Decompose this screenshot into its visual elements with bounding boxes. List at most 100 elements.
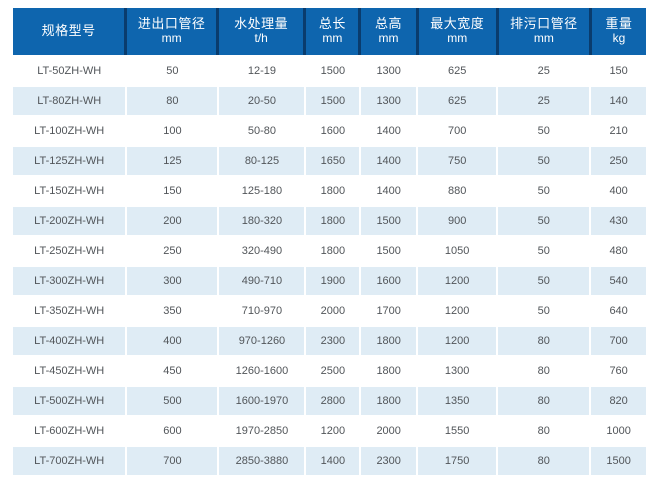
table-cell: 320-490 [219, 237, 305, 265]
table-cell: 80 [498, 357, 590, 385]
column-header: 进出口管径 mm [127, 8, 217, 55]
table-row: LT-80ZH-WH 80 20-50 1500 1300 625 25 140 [13, 87, 646, 115]
table-cell: 50 [498, 117, 590, 145]
column-header-unit: kg [612, 31, 626, 46]
column-header-unit: mm [378, 31, 399, 46]
table-cell: 1200 [306, 417, 360, 445]
model-cell: LT-350ZH-WH [13, 297, 126, 325]
column-header-unit: mm [533, 31, 554, 46]
table-cell: 180-320 [219, 207, 305, 235]
table-cell: 20-50 [219, 87, 305, 115]
column-header-label: 总长 [318, 16, 346, 32]
column-header-unit: mm [161, 31, 182, 46]
table-cell: 1300 [361, 57, 417, 85]
table-cell: 900 [418, 207, 497, 235]
model-cell: LT-100ZH-WH [13, 117, 126, 145]
column-header: 总长 mm [306, 8, 359, 55]
table-cell: 50 [498, 297, 590, 325]
table-cell: 1000 [591, 417, 646, 445]
table-cell: 125-180 [219, 177, 305, 205]
table-cell: 1650 [306, 147, 360, 175]
table-cell: 450 [127, 357, 218, 385]
table-cell: 80 [498, 327, 590, 355]
table-cell: 1800 [361, 327, 417, 355]
column-header-label: 重量 [605, 16, 633, 32]
table-cell: 2800 [306, 387, 360, 415]
table-cell: 2000 [361, 417, 417, 445]
table-cell: 1550 [418, 417, 497, 445]
table-cell: 80 [498, 417, 590, 445]
table-cell: 1500 [361, 237, 417, 265]
table-cell: 150 [127, 177, 218, 205]
table-cell: 350 [127, 297, 218, 325]
table-cell: 2500 [306, 357, 360, 385]
table-cell: 1800 [306, 177, 360, 205]
table-row: LT-700ZH-WH 700 2850-3880 1400 2300 1750 80 150… [13, 447, 646, 475]
table-cell: 625 [418, 57, 497, 85]
table-cell: 200 [127, 207, 218, 235]
table-cell: 700 [127, 447, 218, 475]
table-cell: 1970-2850 [219, 417, 305, 445]
table-cell: 50 [127, 57, 218, 85]
table-cell: 80 [127, 87, 218, 115]
table-cell: 125 [127, 147, 218, 175]
table-cell: 750 [418, 147, 497, 175]
table-cell: 1750 [418, 447, 497, 475]
table-cell: 700 [591, 327, 646, 355]
table-cell: 1300 [361, 87, 417, 115]
table-cell: 150 [591, 57, 646, 85]
table-cell: 480 [591, 237, 646, 265]
column-header-label: 进出口管径 [137, 16, 206, 32]
table-cell: 50 [498, 177, 590, 205]
table-cell: 50-80 [219, 117, 305, 145]
column-header-label: 排污口管径 [510, 16, 578, 32]
model-cell: LT-300ZH-WH [13, 267, 126, 295]
table-cell: 12-19 [219, 57, 305, 85]
table-cell: 250 [127, 237, 218, 265]
column-header: 水处理量 t/h [219, 8, 304, 55]
table-cell: 1260-1600 [219, 357, 305, 385]
column-header: 最大宽度 mm [418, 8, 496, 55]
table-cell: 1900 [306, 267, 360, 295]
table-cell: 1400 [361, 147, 417, 175]
table-cell: 1600 [306, 117, 360, 145]
model-cell: LT-200ZH-WH [13, 207, 126, 235]
table-cell: 2000 [306, 297, 360, 325]
model-cell: LT-500ZH-WH [13, 387, 126, 415]
model-cell: LT-400ZH-WH [13, 327, 126, 355]
column-header: 排污口管径 mm [498, 8, 589, 55]
table-row: LT-150ZH-WH 150 125-180 1800 1400 880 50 400 [13, 177, 646, 205]
table-cell: 1500 [306, 57, 360, 85]
table-cell: 625 [418, 87, 497, 115]
table-cell: 700 [418, 117, 497, 145]
column-header-unit: mm [322, 31, 343, 46]
column-header: 重量 kg [591, 8, 646, 55]
table-cell: 2300 [306, 327, 360, 355]
table-cell: 50 [498, 207, 590, 235]
column-header-unit: mm [447, 31, 468, 46]
table-cell: 1400 [306, 447, 360, 475]
table-cell: 300 [127, 267, 218, 295]
table-cell: 2300 [361, 447, 417, 475]
model-cell: LT-250ZH-WH [13, 237, 126, 265]
table-cell: 430 [591, 207, 646, 235]
table-cell: 710-970 [219, 297, 305, 325]
table-cell: 50 [498, 237, 590, 265]
column-header-label: 水处理量 [234, 16, 289, 32]
table-cell: 25 [498, 87, 590, 115]
table-cell: 1200 [418, 327, 497, 355]
model-cell: LT-450ZH-WH [13, 357, 126, 385]
table-row: LT-600ZH-WH 600 1970-2850 1200 2000 1550 80 100… [13, 417, 646, 445]
table-cell: 1500 [361, 207, 417, 235]
table-cell: 1200 [418, 267, 497, 295]
table-row: LT-450ZH-WH 450 1260-1600 2500 1800 1300 80 760 [13, 357, 646, 385]
table-cell: 760 [591, 357, 646, 385]
table-row: LT-200ZH-WH 200 180-320 1800 1500 900 50 430 [13, 207, 646, 235]
table-cell: 1800 [306, 207, 360, 235]
table-row: LT-300ZH-WH 300 490-710 1900 1600 1200 50 540 [13, 267, 646, 295]
model-cell: LT-700ZH-WH [13, 447, 126, 475]
table-cell: 640 [591, 297, 646, 325]
table-row: LT-125ZH-WH 125 80-125 1650 1400 750 50 250 [13, 147, 646, 175]
table-cell: 80 [498, 387, 590, 415]
table-cell: 25 [498, 57, 590, 85]
